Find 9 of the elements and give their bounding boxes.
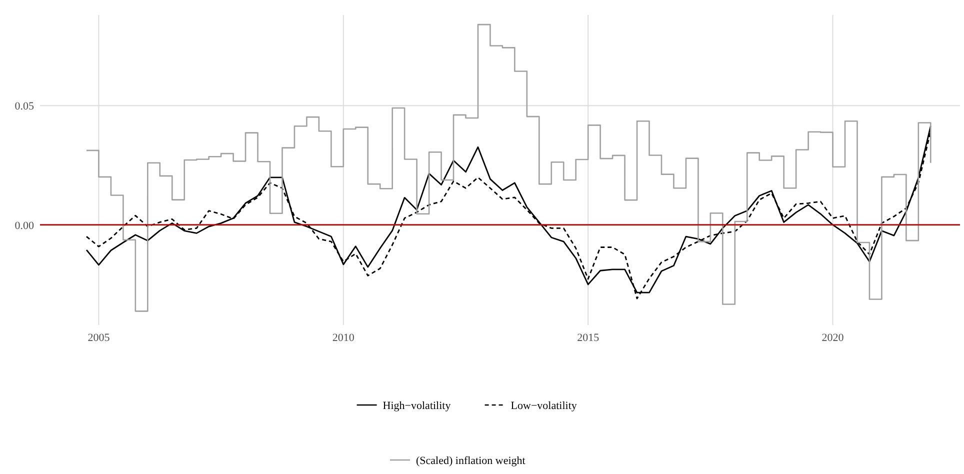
y-tick-label: 0.05: [14, 100, 34, 113]
x-tick-label: 2020: [822, 332, 844, 344]
x-tick-label: 2015: [577, 332, 600, 344]
legend-label: Low−volatility: [510, 400, 578, 412]
legend-label: (Scaled) inflation weight: [416, 455, 526, 467]
x-tick-label: 2010: [332, 332, 355, 344]
legend-label: High−volatility: [382, 400, 452, 412]
x-tick-label: 2005: [88, 332, 110, 344]
y-tick-label: 0.00: [14, 220, 34, 232]
